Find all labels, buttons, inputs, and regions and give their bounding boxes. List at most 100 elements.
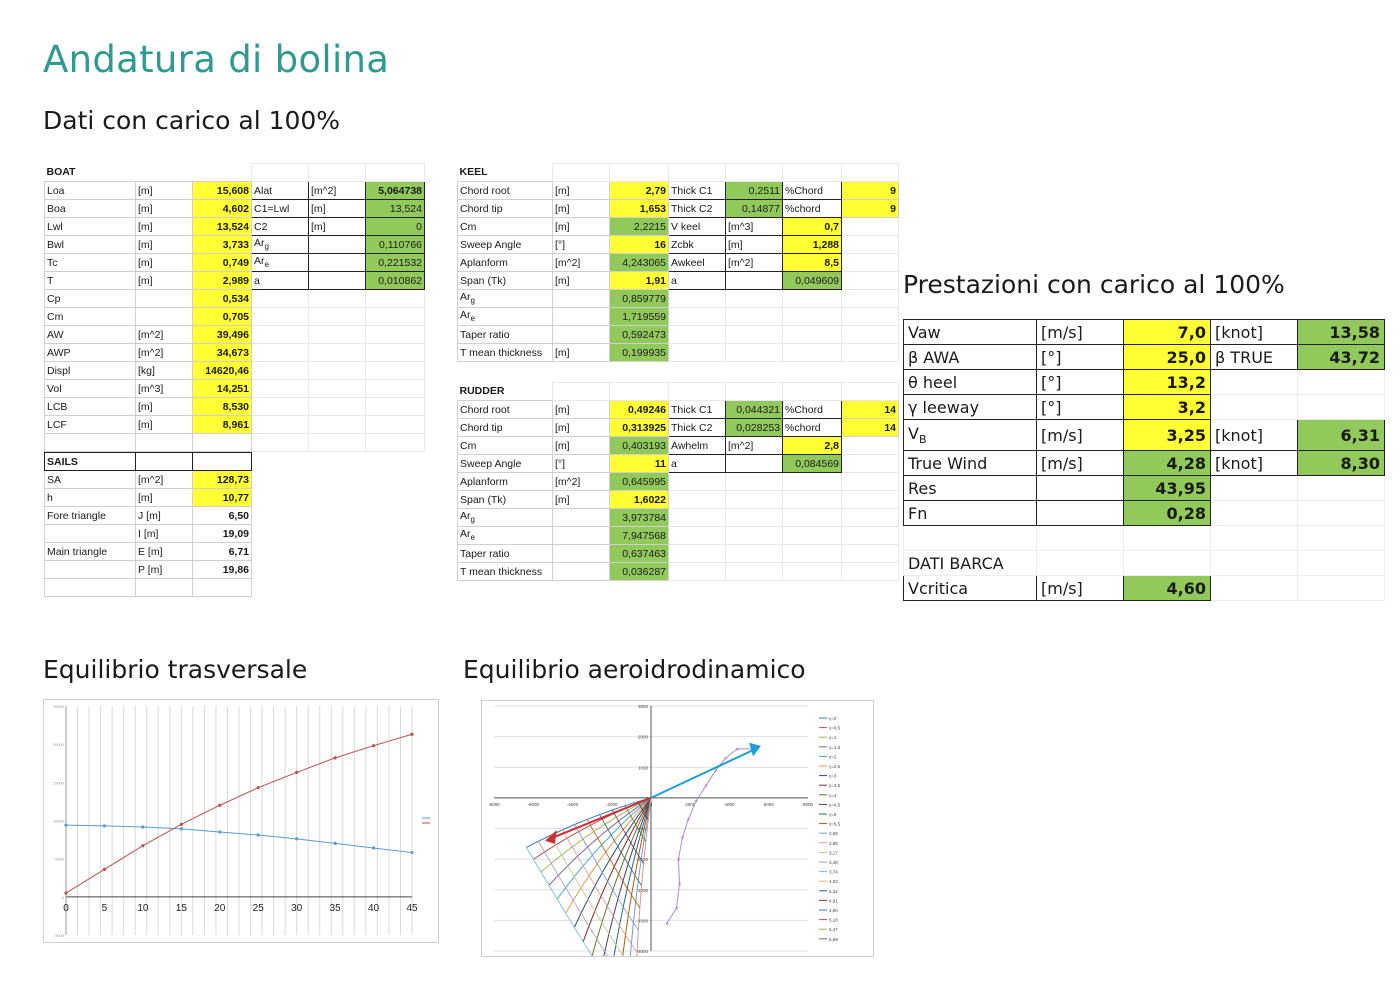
- data-point: [102, 867, 107, 871]
- perf-cell: [m/s]: [1036, 450, 1124, 476]
- cell: [135, 433, 193, 452]
- data-point: [64, 823, 68, 827]
- boat-row: Cp 0,534: [44, 289, 425, 308]
- data-point: [333, 841, 337, 845]
- perf-cell: 7,0: [1123, 319, 1211, 345]
- sails-cell: [m^2]: [135, 470, 193, 489]
- x-tick-label: 45: [406, 903, 418, 914]
- keel-cell: [552, 325, 610, 344]
- series-line: [65, 824, 413, 854]
- perf-cell: [m/s]: [1036, 319, 1124, 345]
- rudder-cell: Cm: [457, 436, 553, 455]
- boat-cell: Cp: [44, 289, 136, 308]
- sails-cell: [44, 524, 136, 543]
- boat-cell: [kg]: [135, 361, 193, 380]
- legend-label: γ=1: [829, 735, 837, 740]
- data-point: [256, 786, 260, 790]
- perf-cell: Res: [903, 475, 1037, 501]
- boat-cell: [m]: [135, 235, 193, 254]
- keel-cell: [841, 235, 899, 254]
- rudder-cell: [841, 544, 899, 563]
- boat-cell: [365, 415, 425, 434]
- perf-cell: [°]: [1036, 394, 1124, 420]
- data-point: [371, 846, 376, 850]
- cell: [725, 163, 783, 182]
- section-subtitle: Dati con carico al 100%: [43, 106, 341, 135]
- boat-row: Cm 0,705: [44, 307, 425, 326]
- perf-cell: Vaw: [903, 319, 1037, 345]
- cell: [365, 163, 425, 182]
- boat-header-row: BOAT: [45, 163, 425, 182]
- y-tick-label: 2000: [638, 735, 649, 740]
- sails-cell: [44, 560, 136, 579]
- keel-cell: [725, 343, 783, 362]
- data-point: [371, 744, 376, 748]
- perf-cell: [knot]: [1210, 419, 1298, 451]
- sails-header: SAILS: [44, 452, 136, 471]
- keel-cell: T mean thickness: [457, 343, 553, 362]
- boat-cell: [251, 415, 309, 434]
- arrowhead-red: [545, 830, 557, 844]
- cross-curve: [586, 819, 641, 908]
- keel-cell: 2,2215: [609, 217, 669, 236]
- perf-cell: [1210, 369, 1298, 395]
- boat-cell: [365, 343, 425, 362]
- rudder-cell: [552, 508, 610, 527]
- keel-cell: [m]: [552, 199, 610, 218]
- perf-cell: [1297, 369, 1385, 395]
- perf-row: Fn 0,28: [903, 500, 1385, 526]
- cell: [1036, 525, 1124, 551]
- keel-cell: [668, 343, 726, 362]
- keel-cell: V keel: [668, 217, 726, 236]
- rudder-cell: [725, 526, 783, 545]
- sails-cell: 6,71: [192, 542, 252, 561]
- chart1-svg: -5000 0 5000 10000 15000 20000 25000 0 5 10 15 20 25…: [53, 704, 430, 938]
- legend-label: γ=5,5: [829, 822, 841, 827]
- perf-cell: 43,72: [1297, 344, 1385, 370]
- vcritica-cell: [m/s]: [1036, 575, 1124, 601]
- rudder-cell: Thick C2: [668, 418, 726, 437]
- rudder-cell: 14: [841, 400, 899, 419]
- rudder-cell: [725, 454, 783, 473]
- boat-sheet: BOAT Loa [m] 15,608 Alat [m^2] 5,064738 Boa [m] 4…: [44, 163, 425, 597]
- boat-cell: 13,524: [365, 199, 425, 218]
- keel-cell: Are: [457, 307, 553, 326]
- y-tick-label: 0: [645, 796, 648, 801]
- cell: [193, 164, 252, 182]
- sails-row: P [m] 19,86: [44, 560, 252, 579]
- cell: [1297, 525, 1385, 551]
- perf-cell: θ heel: [903, 369, 1037, 395]
- legend-label: 2,59: [829, 831, 838, 836]
- legend-label: γ=5: [829, 812, 837, 817]
- rudder-cell: [841, 490, 899, 509]
- rudder-cell: 0,49246: [609, 400, 669, 419]
- boat-cell: [308, 361, 366, 380]
- boat-cell: [308, 235, 366, 254]
- x-tick-label: 6000: [764, 802, 775, 807]
- y-tick-label: 25000: [53, 704, 65, 709]
- keel-cell: [m]: [725, 235, 783, 254]
- keel-row: Chord root [m] 2,79 Thick C1 0,2511 %Chord 9: [457, 181, 899, 200]
- cell: [841, 163, 899, 182]
- cell: [192, 433, 252, 452]
- chart2-svg: -8000 -6000 -4000 -2000 0 2000 4000 6000 8000 300…: [488, 704, 841, 990]
- spacer-row: [903, 525, 1385, 551]
- boat-cell: [m]: [308, 217, 366, 236]
- boat-cell: [308, 289, 366, 308]
- rudder-cell: [725, 562, 783, 581]
- boat-row: AWP [m^2] 34,673: [44, 343, 425, 362]
- keel-sheet: KEEL Chord root [m] 2,79 Thick C1 0,2511 %Chor…: [457, 163, 899, 581]
- boat-row: AW [m^2] 39,496: [44, 325, 425, 344]
- boat-cell: [m^2]: [308, 181, 366, 200]
- rudder-cell: 0,036287: [609, 562, 669, 581]
- boat-marker: ×: [677, 882, 681, 888]
- perf-cell: 0,28: [1123, 500, 1211, 526]
- keel-cell: 0,049609: [782, 271, 842, 290]
- x-tick-label: -6000: [527, 802, 539, 807]
- perf-row: θ heel [°] 13,2: [903, 369, 1385, 395]
- vcritica-cell: 4,60: [1123, 575, 1211, 601]
- cell: [841, 382, 899, 401]
- keel-cell: %Chord: [782, 181, 842, 200]
- sails-row: Main triangle E [m] 6,71: [44, 542, 252, 561]
- boat-cell: [m]: [135, 217, 193, 236]
